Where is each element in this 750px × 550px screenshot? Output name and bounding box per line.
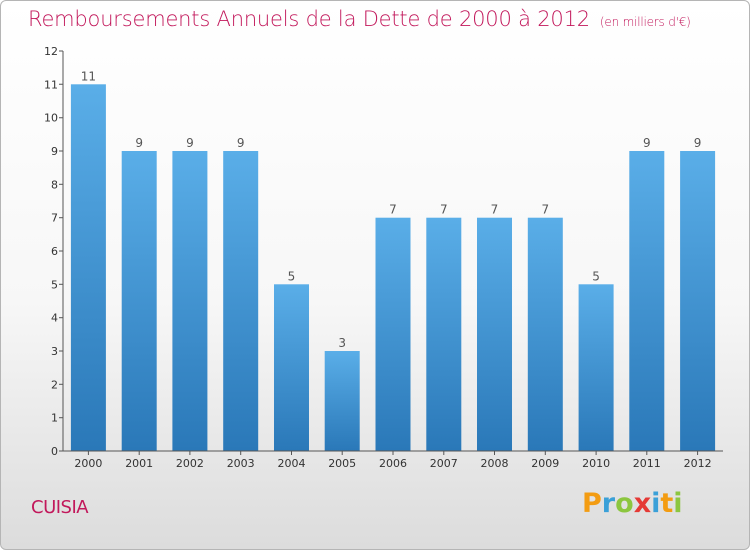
- value-label-2004: 5: [288, 269, 296, 283]
- value-label-2010: 5: [592, 269, 600, 283]
- value-label-2002: 9: [186, 136, 194, 150]
- x-tick-label-2007: 2007: [430, 457, 458, 470]
- y-tick-label-5: 5: [51, 278, 58, 291]
- x-tick-label-2006: 2006: [379, 457, 407, 470]
- value-label-2009: 7: [541, 203, 549, 217]
- bar-2004: [274, 284, 309, 451]
- bar-2008: [477, 217, 512, 451]
- chart-title-text: Remboursements Annuels de la Dette de 20…: [28, 7, 590, 31]
- logo-letter: i: [673, 488, 683, 519]
- bar-2000: [70, 84, 106, 452]
- bar-2006: [375, 217, 411, 451]
- bar-2011: [629, 151, 665, 451]
- value-label-2012: 9: [694, 136, 702, 150]
- bar-2001: [121, 151, 157, 451]
- bar-2005: [324, 351, 360, 451]
- value-label-2005: 3: [338, 336, 346, 350]
- logo-letter: i: [651, 488, 661, 519]
- x-tick-label-2008: 2008: [481, 457, 509, 470]
- y-tick-label-1: 1: [51, 412, 58, 425]
- y-tick-label-8: 8: [51, 178, 58, 191]
- y-tick-label-9: 9: [51, 145, 58, 158]
- x-tick-label-2002: 2002: [176, 457, 204, 470]
- value-label-2007: 7: [440, 203, 448, 217]
- y-tick-label-11: 11: [44, 78, 58, 91]
- x-tick-label-2003: 2003: [227, 457, 255, 470]
- proxiti-logo: Proxiti: [582, 488, 683, 519]
- y-tick-label-2: 2: [51, 378, 58, 391]
- axes-group: 2000 2001 2002 2003 2004 2005 2006 2007 2008 2009…: [44, 45, 723, 470]
- value-label-2006: 7: [389, 203, 397, 217]
- logo-letter: r: [601, 488, 616, 519]
- y-tick-label-10: 10: [44, 112, 58, 125]
- logo-letter: P: [582, 488, 602, 519]
- bar-2003: [223, 151, 259, 451]
- value-label-2001: 9: [135, 136, 143, 150]
- y-tick-label-12: 12: [44, 45, 58, 58]
- bar-2007: [426, 217, 462, 451]
- x-tick-label-2001: 2001: [125, 457, 153, 470]
- bar-2009: [527, 217, 563, 451]
- bar-2002: [172, 151, 208, 451]
- y-tick-label-6: 6: [51, 245, 58, 258]
- bar-2012: [680, 151, 716, 451]
- x-tick-label-2011: 2011: [633, 457, 661, 470]
- value-label-2000: 11: [81, 69, 96, 83]
- y-tick-label-7: 7: [51, 212, 58, 225]
- y-tick-label-4: 4: [51, 312, 58, 325]
- commune-name: CUISIA: [31, 497, 89, 518]
- value-label-2003: 9: [237, 136, 245, 150]
- x-tick-label-2005: 2005: [328, 457, 356, 470]
- x-tick-label-2012: 2012: [684, 457, 712, 470]
- value-label-2008: 7: [491, 203, 499, 217]
- logo-letter: t: [660, 488, 674, 519]
- chart-unit: (en milliers d'€): [599, 15, 691, 29]
- logo-letter: x: [633, 488, 652, 519]
- y-tick-label-3: 3: [51, 345, 58, 358]
- value-label-2011: 9: [643, 136, 651, 150]
- x-tick-label-2004: 2004: [278, 457, 306, 470]
- bar-2010: [578, 284, 614, 451]
- chart-title: Remboursements Annuels de la Dette de 20…: [28, 7, 691, 31]
- logo-letter: o: [615, 488, 634, 519]
- bars-group: 11 9 9 9 5 3 7 7 7 7 5 9 9: [70, 69, 716, 452]
- x-tick-label-2010: 2010: [582, 457, 610, 470]
- x-tick-label-2009: 2009: [531, 457, 559, 470]
- x-tick-label-2000: 2000: [74, 457, 102, 470]
- y-tick-label-0: 0: [51, 445, 58, 458]
